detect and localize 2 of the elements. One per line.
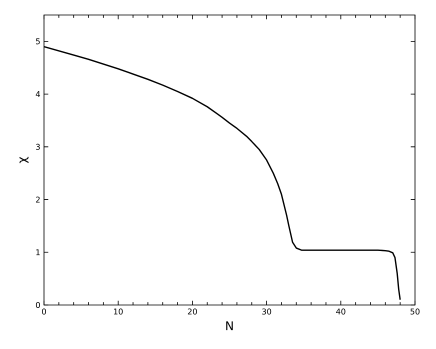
x-axis-title: N bbox=[226, 321, 233, 330]
y-axis-title: χ bbox=[20, 156, 29, 164]
